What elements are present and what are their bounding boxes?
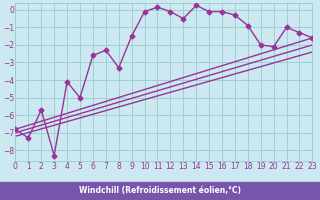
Text: Windchill (Refroidissement éolien,°C): Windchill (Refroidissement éolien,°C) (79, 186, 241, 196)
